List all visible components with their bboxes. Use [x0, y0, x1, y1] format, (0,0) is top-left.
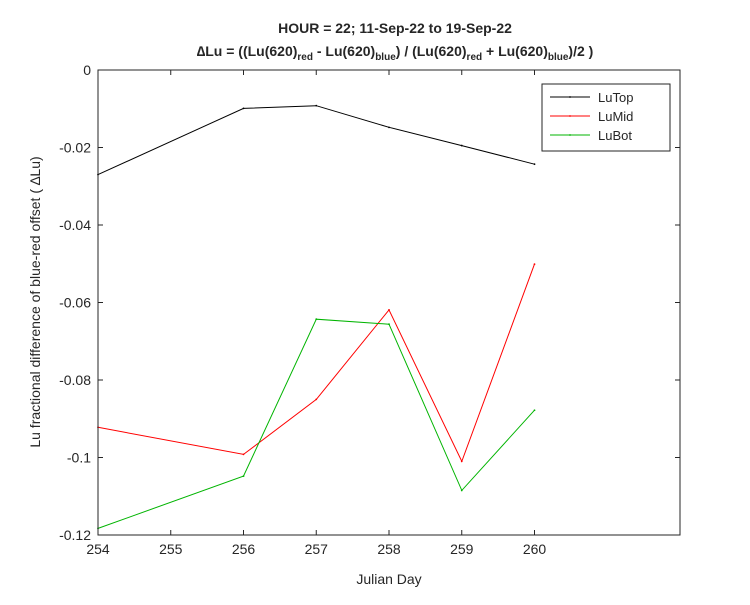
y-tick-label: -0.12: [59, 527, 91, 543]
x-tick-label: 255: [159, 541, 183, 557]
legend: LuTop LuMid LuBot: [541, 83, 671, 152]
title-text: - Lu(620): [313, 43, 375, 59]
data-point-lutop: [460, 144, 463, 147]
data-point-lumid: [315, 398, 318, 401]
title-text: ∆Lu = ((Lu(620): [197, 43, 298, 59]
data-point-lumid: [533, 263, 536, 266]
legend-marker-lumid: [569, 115, 571, 117]
title-subscript: blue: [375, 52, 396, 63]
title-subscript: blue: [548, 52, 569, 63]
data-point-lubot: [315, 318, 318, 321]
title-text: ) / (Lu(620): [396, 43, 467, 59]
series-line-lumid: [97, 263, 535, 463]
legend-label-lumid: LuMid: [598, 109, 633, 124]
series-line-lutop: [97, 105, 535, 176]
x-tick-label: 258: [377, 541, 401, 557]
legend-marker-lubot: [569, 134, 571, 136]
data-point-lutop: [242, 107, 245, 110]
title-text: + Lu(620): [482, 43, 548, 59]
y-tick-label: 0: [83, 62, 91, 78]
data-point-lutop: [388, 126, 390, 129]
data-point-lutop: [533, 163, 536, 166]
y-tick-label: -0.04: [59, 217, 91, 233]
y-tick-label: -0.06: [59, 295, 91, 311]
data-point-lubot: [388, 323, 390, 326]
legend-box: [541, 83, 671, 152]
series-line-lubot: [97, 318, 535, 529]
chart-title-line-1: HOUR = 22; 11-Sep-22 to 19-Sep-22: [278, 20, 512, 36]
x-tick-label: 257: [305, 541, 329, 557]
chart-title-line-2: ∆Lu = ((Lu(620)red - Lu(620)blue) / (Lu(…: [197, 43, 594, 63]
data-point-lumid: [460, 460, 463, 463]
data-point-lubot: [460, 489, 463, 492]
x-tick-label: 260: [523, 541, 547, 557]
data-point-lumid: [388, 308, 390, 311]
data-point-lutop: [315, 104, 318, 107]
y-tick-label: -0.08: [59, 372, 91, 388]
y-axis-label: Lu fractional difference of blue-red off…: [27, 156, 43, 447]
data-point-lumid: [242, 453, 245, 456]
data-point-lubot: [533, 409, 536, 412]
legend-label-lutop: LuTop: [598, 90, 633, 105]
x-axis-label: Julian Day: [356, 571, 421, 587]
y-tick-label: -0.02: [59, 140, 91, 156]
x-tick-label: 254: [86, 541, 110, 557]
title-subscript: red: [467, 52, 483, 63]
x-tick-label: 256: [232, 541, 256, 557]
axes-layer: 254 255 256 257 258 259 260 0 -0.02 -0.04 -0.06 -0.…: [59, 62, 681, 557]
title-text: )/2 ): [568, 43, 593, 59]
x-tick-label: 259: [450, 541, 474, 557]
title-subscript: red: [297, 52, 313, 63]
series-layer: [97, 104, 536, 530]
data-point-lubot: [242, 475, 245, 477]
legend-marker-lutop: [569, 96, 571, 98]
y-tick-label: -0.1: [67, 450, 91, 466]
legend-label-lubot: LuBot: [598, 128, 632, 143]
